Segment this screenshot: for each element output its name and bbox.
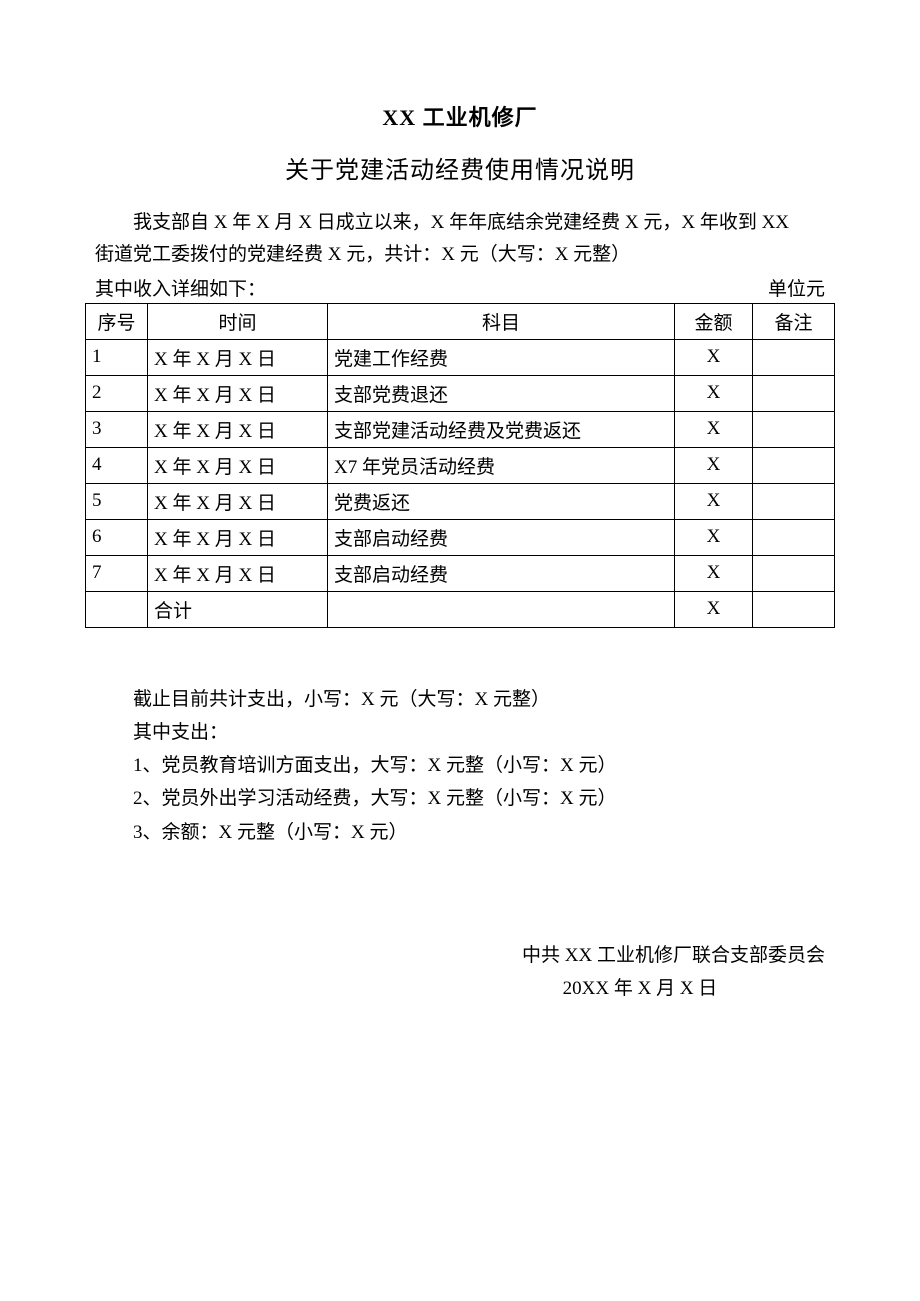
cell-seq bbox=[86, 591, 148, 627]
cell-subject bbox=[328, 591, 675, 627]
cell-time: X 年 X 月 X 日 bbox=[148, 339, 328, 375]
cell-time: X 年 X 月 X 日 bbox=[148, 375, 328, 411]
cell-subject: 支部启动经费 bbox=[328, 555, 675, 591]
table-row: 4X 年 X 月 X 日X7 年党员活动经费X bbox=[86, 447, 835, 483]
signature-org: 中共 XX 工业机修厂联合支部委员会 bbox=[85, 939, 825, 972]
cell-amount: X bbox=[675, 447, 753, 483]
subhead-right: 单位元 bbox=[768, 274, 825, 301]
th-time: 时间 bbox=[148, 303, 328, 339]
cell-amount: X bbox=[675, 339, 753, 375]
th-subject: 科目 bbox=[328, 303, 675, 339]
cell-subject: X7 年党员活动经费 bbox=[328, 447, 675, 483]
cell-note bbox=[753, 555, 835, 591]
th-note: 备注 bbox=[753, 303, 835, 339]
cell-total-label: 合计 bbox=[148, 591, 328, 627]
expenditure-section: 截止目前共计支出，小写：X 元（大写：X 元整） 其中支出： 1、党员教育培训方… bbox=[85, 683, 835, 849]
cell-seq: 5 bbox=[86, 483, 148, 519]
table-total-row: 合计 X bbox=[86, 591, 835, 627]
cell-note bbox=[753, 447, 835, 483]
cell-seq: 1 bbox=[86, 339, 148, 375]
cell-amount: X bbox=[675, 411, 753, 447]
cell-time: X 年 X 月 X 日 bbox=[148, 555, 328, 591]
cell-time: X 年 X 月 X 日 bbox=[148, 411, 328, 447]
expend-heading: 其中支出： bbox=[95, 716, 825, 749]
cell-total-amount: X bbox=[675, 591, 753, 627]
expend-total: 截止目前共计支出，小写：X 元（大写：X 元整） bbox=[95, 683, 825, 716]
cell-seq: 4 bbox=[86, 447, 148, 483]
table-row: 2X 年 X 月 X 日支部党费退还X bbox=[86, 375, 835, 411]
cell-subject: 支部党费退还 bbox=[328, 375, 675, 411]
cell-note bbox=[753, 411, 835, 447]
table-row: 7X 年 X 月 X 日支部启动经费X bbox=[86, 555, 835, 591]
table-row: 1X 年 X 月 X 日党建工作经费X bbox=[86, 339, 835, 375]
cell-subject: 支部启动经费 bbox=[328, 519, 675, 555]
cell-time: X 年 X 月 X 日 bbox=[148, 519, 328, 555]
cell-seq: 6 bbox=[86, 519, 148, 555]
table-row: 3X 年 X 月 X 日支部党建活动经费及党费返还X bbox=[86, 411, 835, 447]
org-title: XX 工业机修厂 bbox=[85, 100, 835, 132]
table-row: 5X 年 X 月 X 日党费返还X bbox=[86, 483, 835, 519]
cell-seq: 3 bbox=[86, 411, 148, 447]
cell-seq: 2 bbox=[86, 375, 148, 411]
intro-line-2: 街道党工委拨付的党建经费 X 元，共计：X 元（大写：X 元整） bbox=[85, 239, 835, 271]
cell-time: X 年 X 月 X 日 bbox=[148, 447, 328, 483]
cell-note bbox=[753, 339, 835, 375]
income-table: 序号 时间 科目 金额 备注 1X 年 X 月 X 日党建工作经费X2X 年 X… bbox=[85, 303, 835, 628]
cell-note bbox=[753, 483, 835, 519]
th-amount: 金额 bbox=[675, 303, 753, 339]
signature-block: 中共 XX 工业机修厂联合支部委员会 20XX 年 X 月 X 日 bbox=[85, 939, 835, 1006]
expend-item-3: 3、余额：X 元整（小写：X 元） bbox=[95, 816, 825, 849]
cell-note bbox=[753, 591, 835, 627]
expend-item-1: 1、党员教育培训方面支出，大写：X 元整（小写：X 元） bbox=[95, 749, 825, 782]
cell-amount: X bbox=[675, 519, 753, 555]
cell-note bbox=[753, 519, 835, 555]
cell-subject: 党费返还 bbox=[328, 483, 675, 519]
subhead-row: 其中收入详细如下： 单位元 bbox=[85, 274, 835, 301]
cell-amount: X bbox=[675, 483, 753, 519]
table-header-row: 序号 时间 科目 金额 备注 bbox=[86, 303, 835, 339]
cell-note bbox=[753, 375, 835, 411]
cell-subject: 党建工作经费 bbox=[328, 339, 675, 375]
subhead-left: 其中收入详细如下： bbox=[95, 274, 266, 301]
doc-title: 关于党建活动经费使用情况说明 bbox=[85, 150, 835, 185]
table-row: 6X 年 X 月 X 日支部启动经费X bbox=[86, 519, 835, 555]
cell-amount: X bbox=[675, 375, 753, 411]
intro-line-1: 我支部自 X 年 X 月 X 日成立以来，X 年年底结余党建经费 X 元，X 年… bbox=[85, 207, 835, 239]
signature-date: 20XX 年 X 月 X 日 bbox=[85, 972, 825, 1005]
cell-seq: 7 bbox=[86, 555, 148, 591]
cell-subject: 支部党建活动经费及党费返还 bbox=[328, 411, 675, 447]
expend-item-2: 2、党员外出学习活动经费，大写：X 元整（小写：X 元） bbox=[95, 782, 825, 815]
cell-amount: X bbox=[675, 555, 753, 591]
cell-time: X 年 X 月 X 日 bbox=[148, 483, 328, 519]
th-seq: 序号 bbox=[86, 303, 148, 339]
